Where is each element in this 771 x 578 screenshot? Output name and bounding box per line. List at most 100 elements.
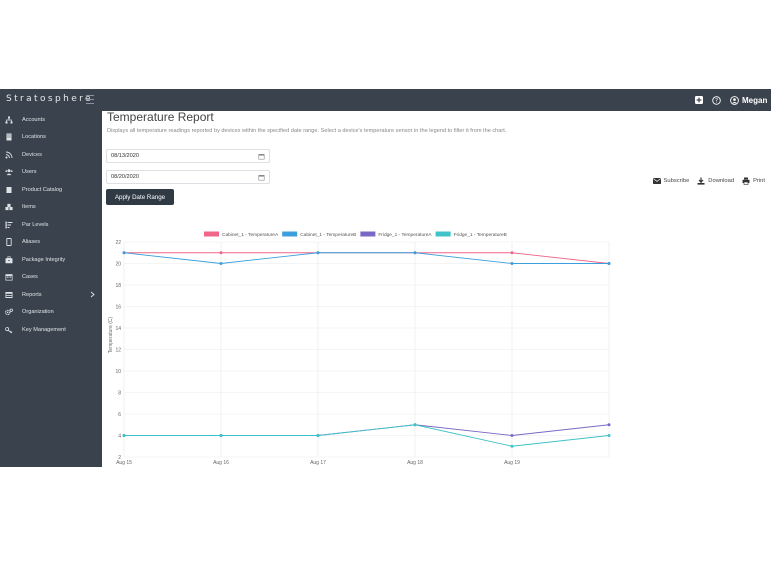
series-line[interactable] [124,252,610,264]
end-date-input[interactable]: 08/20/2020 [106,170,270,184]
legend-label[interactable]: Cabinet_1 - TemperatureB [300,232,356,238]
start-date-input[interactable]: 08/13/2020 [106,149,270,163]
data-point[interactable] [219,262,223,265]
data-point[interactable] [219,251,223,255]
x-axis-ticks: Aug 15 Aug 16 Aug 17 Aug 18 Aug 19 [116,460,520,466]
y-tick-label: 2 [118,455,121,461]
user-menu[interactable]: Megan [730,96,771,105]
sidebar-item-reports[interactable]: Reports [0,286,102,303]
data-point[interactable] [510,444,514,448]
calendar-icon[interactable] [258,153,265,165]
sidebar-item-label: Accounts [22,116,46,123]
sidebar-item-cases[interactable]: Cases [0,268,102,285]
sitemap-icon [5,116,13,124]
data-point[interactable] [219,434,223,437]
brand-logo[interactable]: Stratosphere [6,94,93,104]
end-date-value: 08/20/2020 [111,174,139,180]
sidebar-item-label: Cases [22,273,38,280]
sidebar-item-label: Items [22,203,36,210]
data-point[interactable] [607,423,611,427]
calendar-icon[interactable] [258,174,265,186]
sidebar-item-label: Package Integrity [22,256,66,263]
sidebar-item-devices[interactable]: Devices [0,146,102,163]
legend-swatch[interactable] [360,231,376,237]
print-label: Print [753,178,765,184]
y-axis-label: Temperature (C) [108,316,114,353]
sidebar-item-key-management[interactable]: Key Management [0,321,102,338]
main-content: Temperature Report Displays all temperat… [102,110,771,467]
print-button[interactable]: Print [742,177,765,185]
key-icon [5,326,13,334]
page-description: Displays all temperature readings report… [107,128,507,134]
download-button[interactable]: Download [697,177,734,185]
sidebar-item-items[interactable]: Items [0,198,102,215]
book-icon [5,186,13,194]
legend-swatch[interactable] [282,231,298,237]
report-actions: Subscribe Download Print [645,177,765,185]
sidebar-item-aliases[interactable]: Aliases [0,233,102,250]
sidebar-item-label: Reports [22,291,42,298]
x-tick-label: Aug 18 [407,460,423,466]
chart-grid [123,241,610,458]
sidebar-item-users[interactable]: Users [0,163,102,180]
sidebar-item-locations[interactable]: Locations [0,128,102,145]
data-point[interactable] [510,262,514,265]
start-date-value: 08/13/2020 [111,153,139,159]
sidebar-item-par-levels[interactable]: Par Levels [0,216,102,233]
legend-swatch[interactable] [204,231,219,237]
sidebar-item-organization[interactable]: Organization [0,303,102,320]
chevron-right-icon [90,291,95,300]
data-point[interactable] [607,434,611,437]
sidebar-item-product-catalog[interactable]: Product Catalog [0,181,102,198]
help-circle-icon[interactable]: ? [712,95,721,105]
sidebar-item-label: Locations [22,133,46,140]
apply-date-range-button[interactable]: Apply Date Range [106,189,174,205]
y-tick-label: 10 [115,369,121,375]
download-label: Download [708,178,735,184]
data-point[interactable] [510,434,514,437]
data-point[interactable] [122,434,126,437]
x-tick-label: Aug 16 [213,460,229,466]
sidebar-item-package-integrity[interactable]: Package Integrity [0,251,102,268]
x-tick-label: Aug 15 [116,460,132,466]
plus-square-icon[interactable] [695,96,703,104]
y-tick-label: 4 [118,433,121,439]
sidebar-item-label: Devices [22,151,42,158]
sidebar-item-accounts[interactable]: Accounts [0,111,102,128]
sidebar-item-label: Key Management [22,326,66,333]
y-tick-label: 18 [115,283,121,289]
data-point[interactable] [607,262,611,265]
printer-icon [742,177,750,185]
y-tick-label: 14 [115,326,121,332]
subscribe-label: Subscribe [663,178,690,184]
sidebar-item-label: Aliases [22,238,41,245]
sidebar-item-label: Product Catalog [22,186,63,193]
y-axis-ticks: 2 4 6 8 10 12 14 16 18 20 22 [115,240,121,461]
page-title: Temperature Report [107,110,214,124]
signal-icon [5,151,13,159]
legend-label[interactable]: Cabinet_1 - TemperatureA [222,232,279,238]
envelope-icon [652,178,661,184]
legend-swatch[interactable] [435,231,451,237]
data-point[interactable] [510,251,514,255]
series-line[interactable] [124,424,610,447]
briefcase-icon [5,255,13,264]
data-point[interactable] [316,434,320,437]
top-navbar: Stratosphere ? Megan [0,89,771,111]
svg-text:?: ? [715,97,718,104]
legend-label[interactable]: Fridge_1 - TemperatureA [378,232,432,238]
y-tick-label: 8 [118,390,121,396]
chart-legend: Cabinet_1 - TemperatureA Cabinet_1 - Temp… [204,231,507,238]
series-line[interactable] [123,252,609,264]
gears-icon [5,308,13,316]
hamburger-menu-icon[interactable] [86,95,94,104]
data-point[interactable] [316,251,320,255]
subscribe-button[interactable]: Subscribe [652,178,690,184]
data-point[interactable] [122,251,126,255]
y-tick-label: 16 [115,304,121,310]
legend-label[interactable]: Fridge_1 - TemperatureB [454,232,507,238]
sidebar-item-label: Par Levels [22,221,49,228]
data-point[interactable] [413,251,417,255]
sidebar-item-label: Organization [22,308,54,315]
data-point[interactable] [413,423,417,427]
